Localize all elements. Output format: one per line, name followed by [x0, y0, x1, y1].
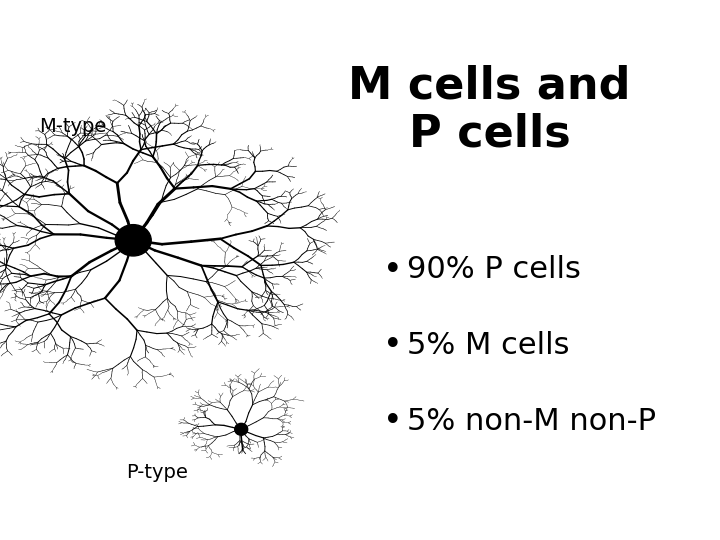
Text: 90% P cells: 90% P cells [407, 255, 580, 285]
Text: M cells and
P cells: M cells and P cells [348, 65, 631, 156]
Text: •: • [382, 329, 402, 362]
Text: P-type: P-type [126, 463, 188, 482]
Ellipse shape [235, 423, 248, 435]
Text: 5% non-M non-P: 5% non-M non-P [407, 407, 656, 436]
Text: •: • [382, 404, 402, 438]
Text: •: • [382, 253, 402, 287]
Text: 5% M cells: 5% M cells [407, 331, 570, 360]
Text: M-type: M-type [40, 117, 107, 137]
Ellipse shape [115, 225, 151, 256]
